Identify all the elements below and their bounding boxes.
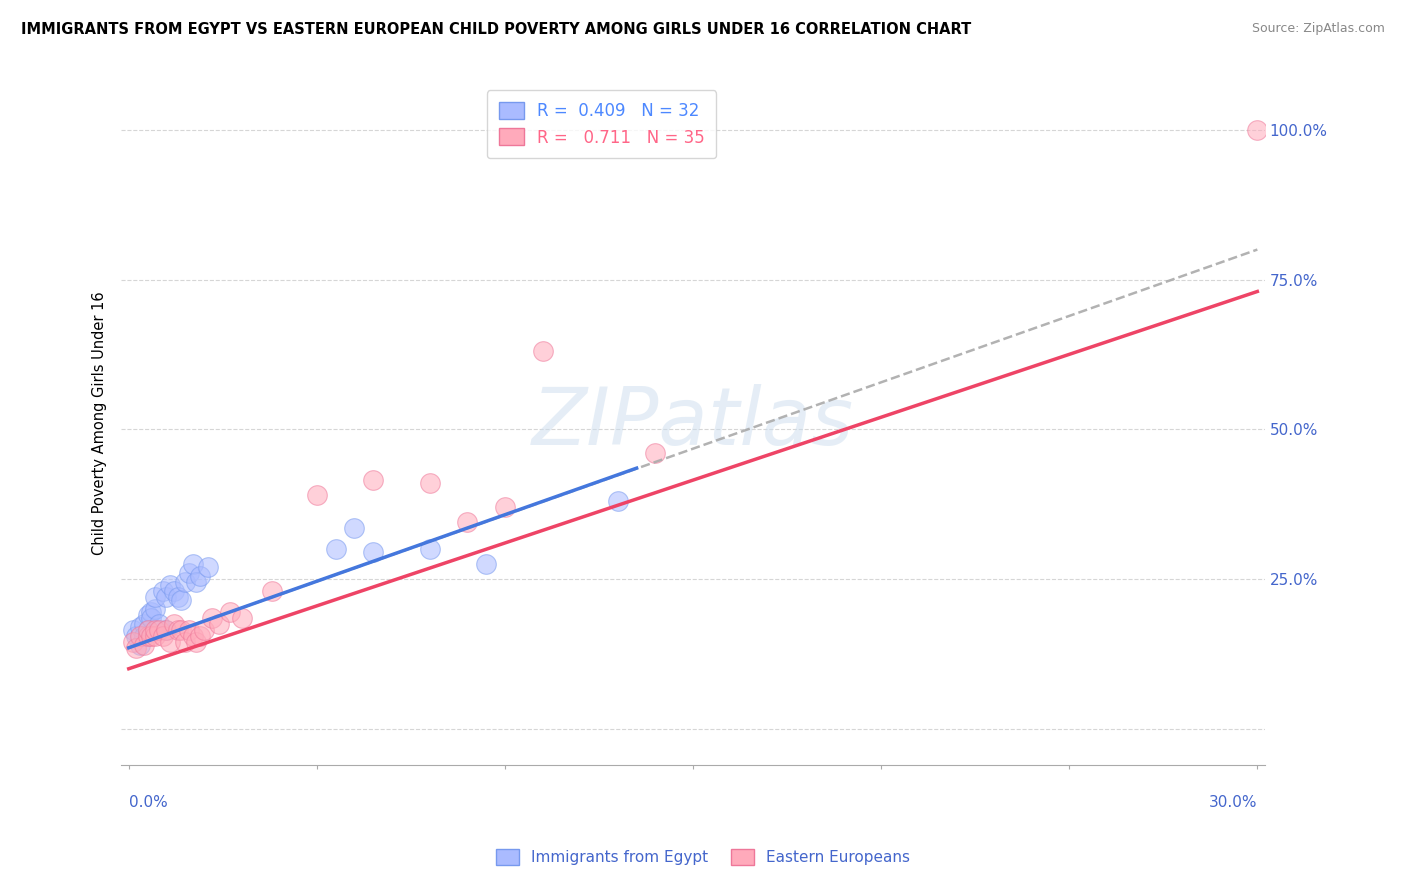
Point	[200, 611, 222, 625]
Point	[163, 616, 186, 631]
Point	[361, 545, 384, 559]
Point	[475, 557, 498, 571]
Point	[155, 590, 177, 604]
Point	[325, 541, 347, 556]
Text: IMMIGRANTS FROM EGYPT VS EASTERN EUROPEAN CHILD POVERTY AMONG GIRLS UNDER 16 COR: IMMIGRANTS FROM EGYPT VS EASTERN EUROPEA…	[21, 22, 972, 37]
Point	[143, 602, 166, 616]
Point	[166, 590, 188, 604]
Text: 30.0%: 30.0%	[1209, 795, 1257, 810]
Point	[163, 583, 186, 598]
Point	[494, 500, 516, 514]
Point	[170, 593, 193, 607]
Text: Source: ZipAtlas.com: Source: ZipAtlas.com	[1251, 22, 1385, 36]
Point	[644, 446, 666, 460]
Point	[177, 623, 200, 637]
Point	[606, 494, 628, 508]
Point	[219, 605, 242, 619]
Point	[186, 634, 208, 648]
Point	[170, 623, 193, 637]
Point	[136, 623, 159, 637]
Point	[174, 634, 197, 648]
Point	[129, 620, 152, 634]
Legend: Immigrants from Egypt, Eastern Europeans: Immigrants from Egypt, Eastern Europeans	[489, 843, 917, 871]
Point	[181, 557, 204, 571]
Point	[155, 623, 177, 637]
Point	[152, 629, 174, 643]
Point	[143, 590, 166, 604]
Point	[174, 574, 197, 589]
Point	[141, 629, 163, 643]
Point	[177, 566, 200, 580]
Point	[188, 569, 211, 583]
Point	[208, 616, 231, 631]
Point	[141, 611, 163, 625]
Y-axis label: Child Poverty Among Girls Under 16: Child Poverty Among Girls Under 16	[93, 292, 107, 555]
Point	[419, 476, 441, 491]
Point	[129, 629, 152, 643]
Point	[197, 560, 219, 574]
Point	[132, 638, 155, 652]
Point	[181, 629, 204, 643]
Point	[125, 629, 148, 643]
Point	[143, 629, 166, 643]
Point	[129, 638, 152, 652]
Point	[186, 574, 208, 589]
Point	[1246, 123, 1268, 137]
Point	[143, 623, 166, 637]
Point	[155, 623, 177, 637]
Point	[231, 611, 253, 625]
Point	[121, 634, 143, 648]
Text: 0.0%: 0.0%	[129, 795, 167, 810]
Point	[361, 473, 384, 487]
Point	[136, 623, 159, 637]
Point	[132, 616, 155, 631]
Point	[121, 623, 143, 637]
Point	[148, 623, 170, 637]
Text: ZIPatlas: ZIPatlas	[531, 384, 853, 462]
Point	[343, 521, 366, 535]
Point	[305, 488, 328, 502]
Point	[456, 515, 478, 529]
Point	[148, 616, 170, 631]
Point	[136, 629, 159, 643]
Point	[125, 640, 148, 655]
Legend: R =  0.409   N = 32, R =   0.711   N = 35: R = 0.409 N = 32, R = 0.711 N = 35	[486, 90, 716, 158]
Point	[193, 623, 215, 637]
Point	[141, 605, 163, 619]
Point	[188, 629, 211, 643]
Point	[531, 344, 554, 359]
Point	[159, 634, 181, 648]
Point	[166, 623, 188, 637]
Point	[152, 583, 174, 598]
Point	[136, 607, 159, 622]
Point	[159, 578, 181, 592]
Point	[132, 629, 155, 643]
Point	[419, 541, 441, 556]
Point	[260, 583, 283, 598]
